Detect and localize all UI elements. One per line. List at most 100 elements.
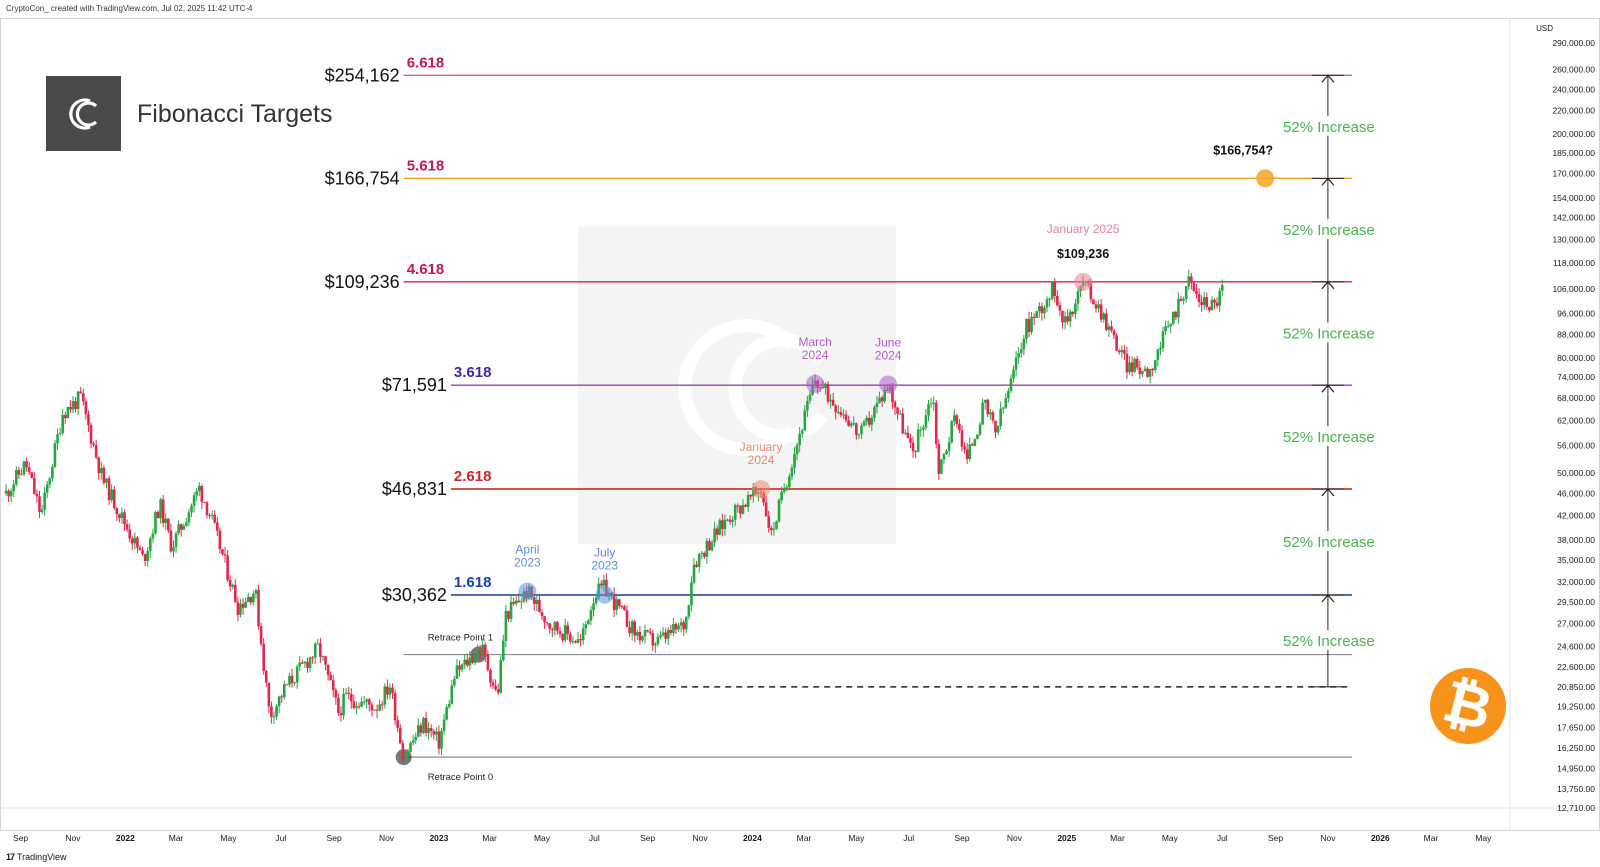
- candle: [1161, 327, 1165, 352]
- candle-body: [540, 612, 544, 617]
- candle-body: [1200, 301, 1203, 305]
- y-tick-label: 185,000.00: [1552, 148, 1595, 158]
- candle-body: [1213, 299, 1216, 303]
- y-tick-label: 118,000.00: [1553, 258, 1595, 268]
- candle-body: [7, 490, 10, 497]
- candle-body: [950, 421, 953, 443]
- candle: [167, 518, 170, 534]
- candle-body: [770, 527, 773, 531]
- touch-point-label: March: [798, 335, 831, 349]
- candle-body: [994, 420, 997, 433]
- candle-body: [463, 659, 466, 665]
- candle-body: [1120, 349, 1124, 353]
- x-tick-label: May: [1162, 833, 1179, 843]
- candle: [133, 532, 137, 550]
- candle-body: [1089, 283, 1093, 300]
- candle-body: [924, 415, 928, 428]
- candle: [1141, 370, 1144, 378]
- candle-body: [1076, 291, 1080, 304]
- candle-body: [922, 427, 925, 430]
- candle: [584, 621, 588, 636]
- candle-body: [550, 628, 554, 631]
- candle: [1184, 285, 1188, 303]
- candle: [156, 510, 160, 519]
- candle: [82, 388, 85, 406]
- candle: [782, 483, 786, 495]
- candle-body: [919, 429, 923, 431]
- tradingview-footer[interactable]: 17 TradingView: [6, 852, 67, 862]
- candle-body: [942, 454, 946, 460]
- candle-body: [380, 704, 384, 706]
- candle: [231, 583, 235, 590]
- candle: [723, 514, 727, 536]
- candle: [149, 536, 152, 558]
- y-tick-label: 46,000.00: [1557, 488, 1595, 498]
- candle-body: [362, 701, 366, 703]
- candle: [174, 531, 178, 553]
- y-tick-label: 17,650.00: [1557, 723, 1595, 733]
- candle: [347, 686, 351, 700]
- candle: [182, 523, 186, 531]
- candle-body: [185, 522, 188, 526]
- candle-body: [355, 706, 358, 708]
- candle-body: [904, 432, 907, 434]
- candle-body: [996, 426, 1000, 433]
- candle: [947, 436, 951, 457]
- x-tick-label: 2023: [429, 833, 448, 843]
- candle: [654, 641, 657, 653]
- candle-body: [208, 515, 211, 517]
- candle: [1094, 300, 1098, 313]
- x-tick-label: Sep: [1268, 833, 1283, 843]
- candle-body: [468, 657, 472, 666]
- candle-body: [674, 623, 678, 630]
- candle-body: [432, 731, 436, 735]
- candle: [1123, 344, 1126, 361]
- candle-body: [1001, 407, 1005, 409]
- candle: [1102, 311, 1106, 323]
- candle: [532, 596, 536, 611]
- candle-body: [855, 423, 858, 435]
- candle: [100, 461, 103, 480]
- candle-body: [40, 509, 44, 512]
- candle: [349, 688, 353, 709]
- candle-body: [319, 643, 322, 657]
- candle: [89, 422, 93, 449]
- candle-body: [197, 486, 201, 492]
- candle-body: [179, 524, 183, 530]
- candle-body: [337, 697, 340, 713]
- candle: [208, 513, 211, 519]
- y-tick-label: 290,000.00: [1552, 38, 1595, 48]
- candle: [659, 631, 662, 640]
- y-tick-label: 74,000.00: [1557, 372, 1595, 382]
- candle: [4, 484, 8, 496]
- y-tick-label: 32,000.00: [1557, 577, 1595, 587]
- candle-body: [33, 477, 36, 494]
- candle: [1030, 311, 1033, 335]
- candle: [834, 404, 838, 420]
- candle-body: [27, 467, 31, 473]
- candle: [496, 683, 500, 696]
- candle: [870, 414, 874, 432]
- candle-body: [569, 633, 572, 642]
- candle-body: [509, 601, 513, 620]
- candle: [643, 624, 647, 644]
- candle-body: [1027, 319, 1031, 333]
- candle: [656, 633, 660, 647]
- candle: [275, 704, 278, 721]
- candle-body: [313, 643, 317, 658]
- candle-body: [599, 583, 603, 586]
- candle: [965, 442, 969, 464]
- candle: [1038, 302, 1041, 318]
- candle-body: [808, 394, 812, 401]
- candle: [615, 596, 619, 616]
- candle-body: [563, 625, 567, 641]
- candle: [388, 683, 392, 700]
- candle: [195, 488, 198, 502]
- candle-body: [149, 538, 152, 551]
- candle: [1092, 299, 1095, 305]
- candle-body: [97, 457, 101, 474]
- candle-body: [1030, 316, 1033, 333]
- candle: [690, 576, 693, 612]
- candle-body: [958, 424, 961, 431]
